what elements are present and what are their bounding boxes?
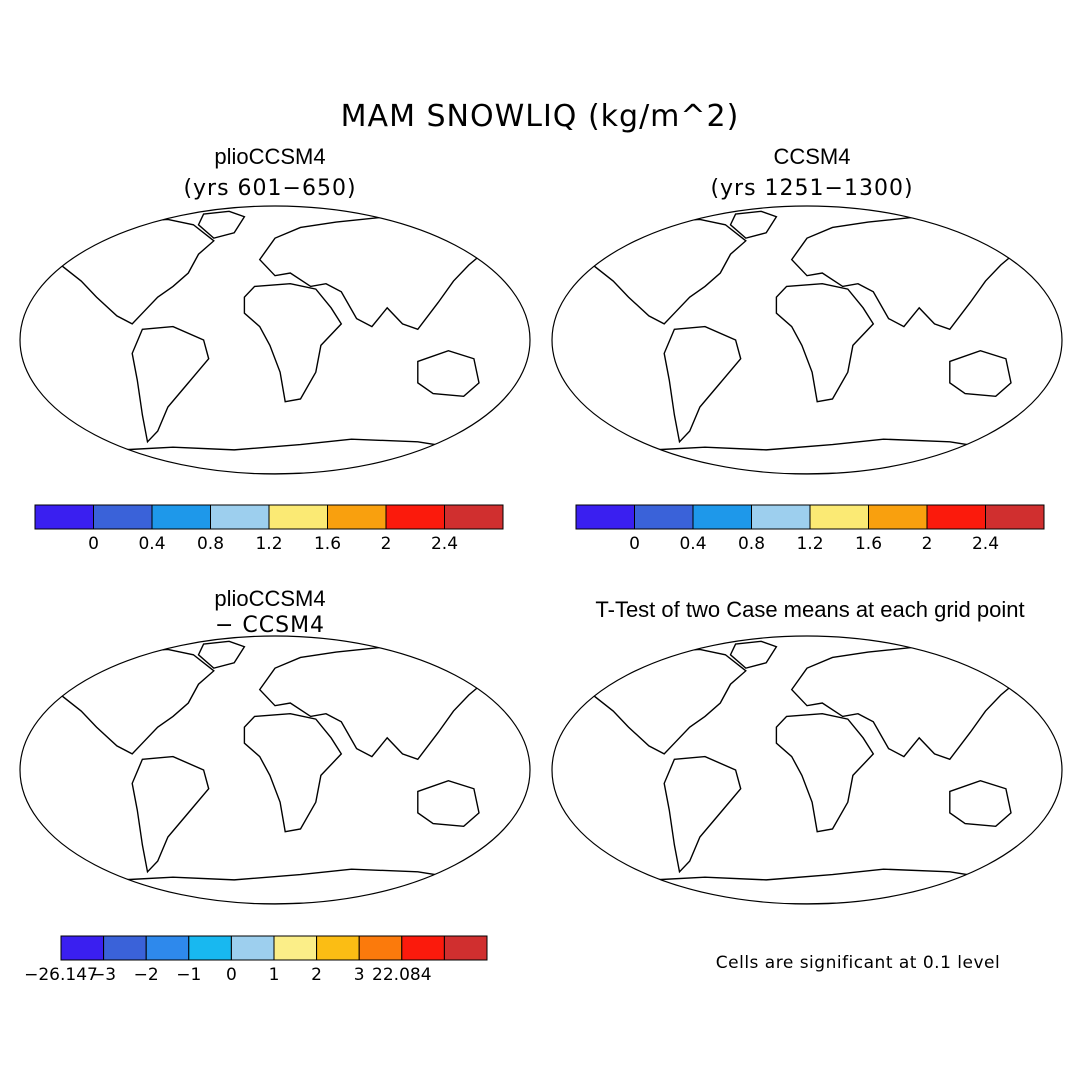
colorbar-tick-label: 1 xyxy=(269,965,280,985)
colorbar-tick-label: 0 xyxy=(226,965,237,985)
colorbar-tick-label: 0.8 xyxy=(197,534,224,554)
panel-ttest-title: T-Test of two Case means at each grid po… xyxy=(595,597,1024,622)
colorbar-swatch xyxy=(751,504,811,530)
colorbar-tick-label: 0.8 xyxy=(738,534,765,554)
map-border xyxy=(551,205,1063,475)
colorbar-swatch xyxy=(985,504,1045,530)
map-ccsm xyxy=(551,205,1063,475)
colorbar-swatch xyxy=(268,504,328,530)
colorbar-swatch xyxy=(401,935,445,961)
colorbar-swatch xyxy=(809,504,869,530)
panel-ccsm: CCSM4 (yrs 1251−1300) xyxy=(551,144,1063,475)
colorbar-swatch xyxy=(692,504,752,530)
colorbar-tick-label: 1.2 xyxy=(796,534,823,554)
colorbar-tick-label: 2.4 xyxy=(431,534,458,554)
colorbar-plio: 0 0.4 0.8 1.2 1.6 2 2.4 xyxy=(34,504,504,554)
colorbar-swatch xyxy=(34,504,94,530)
panel-plio: plioCCSM4 (yrs 601−650) xyxy=(19,144,531,475)
colorbar-tick-label: 1.6 xyxy=(314,534,341,554)
colorbar-swatch xyxy=(230,935,275,961)
colorbar-swatch xyxy=(926,504,986,530)
colorbar-tick-label: −1 xyxy=(176,965,201,985)
panel-ccsm-subtitle: (yrs 1251−1300) xyxy=(710,176,913,201)
colorbar-swatch xyxy=(443,935,488,961)
colorbar-swatch xyxy=(210,504,270,530)
colorbar-swatch xyxy=(385,504,445,530)
map-ttest xyxy=(551,635,1063,905)
colorbar-swatch xyxy=(634,504,694,530)
colorbar-tick-label: 2 xyxy=(381,534,392,554)
colorbar-diff: −26.147−3 −2 −1 0 1 2 3 22.084 xyxy=(24,935,488,985)
map-diff xyxy=(19,635,531,905)
coastline xyxy=(593,641,1027,904)
colorbar-tick-label: −2 xyxy=(134,965,159,985)
panel-diff: plioCCSM4 − CCSM4 xyxy=(19,586,531,905)
colorbar-tick-label: 0.4 xyxy=(138,534,165,554)
colorbar-swatch xyxy=(145,935,190,961)
colorbar-tick-label: 0 xyxy=(88,534,99,554)
colorbar-swatch xyxy=(316,935,360,961)
colorbar-tick-label: −26.147 xyxy=(24,965,98,985)
ocean xyxy=(552,206,1062,474)
colorbar-tick-label: 22.084 xyxy=(372,965,431,985)
colorbar-tick-label: −3 xyxy=(91,965,116,985)
significance-note: Cells are significant at 0.1 level xyxy=(716,953,1000,973)
colorbar-tick-label: 0 xyxy=(629,534,640,554)
figure-title: MAM SNOWLIQ (kg/m^2) xyxy=(341,99,740,134)
colorbar-swatch xyxy=(868,504,928,530)
map-border xyxy=(19,205,531,475)
panel-plio-title: plioCCSM4 xyxy=(214,144,325,169)
panel-diff-subtitle: − CCSM4 xyxy=(215,613,325,638)
colorbar-swatch xyxy=(575,504,635,530)
ocean xyxy=(20,636,530,904)
colorbar-tick-label: 2.4 xyxy=(972,534,999,554)
colorbar-tick-label: 2 xyxy=(922,534,933,554)
colorbar-swatch xyxy=(151,504,211,530)
colorbar-tick-label: 1.2 xyxy=(255,534,282,554)
colorbar-tick-label: 0.4 xyxy=(679,534,706,554)
colorbar-tick-label: 1.6 xyxy=(855,534,882,554)
panel-ttest: T-Test of two Case means at each grid po… xyxy=(551,597,1063,905)
ocean xyxy=(552,636,1062,904)
ocean xyxy=(20,206,530,474)
colorbar-swatch xyxy=(273,935,318,961)
colorbar-swatch xyxy=(327,504,387,530)
colorbar-swatch xyxy=(444,504,504,530)
colorbar-tick-label: 2 xyxy=(311,965,322,985)
colorbar-swatch xyxy=(60,935,105,961)
map-plio xyxy=(19,205,531,475)
colorbar-tick-label: 3 xyxy=(354,965,365,985)
map-border xyxy=(19,635,531,905)
panel-plio-subtitle: (yrs 601−650) xyxy=(183,176,356,201)
panel-diff-title: plioCCSM4 xyxy=(214,586,325,611)
colorbar-swatch xyxy=(103,935,147,961)
colorbar-swatch xyxy=(188,935,232,961)
map-border xyxy=(551,635,1063,905)
colorbar-ccsm: 0 0.4 0.8 1.2 1.6 2 2.4 xyxy=(575,504,1045,554)
colorbar-swatch xyxy=(93,504,153,530)
colorbar-swatch xyxy=(358,935,403,961)
panel-ccsm-title: CCSM4 xyxy=(773,144,850,169)
